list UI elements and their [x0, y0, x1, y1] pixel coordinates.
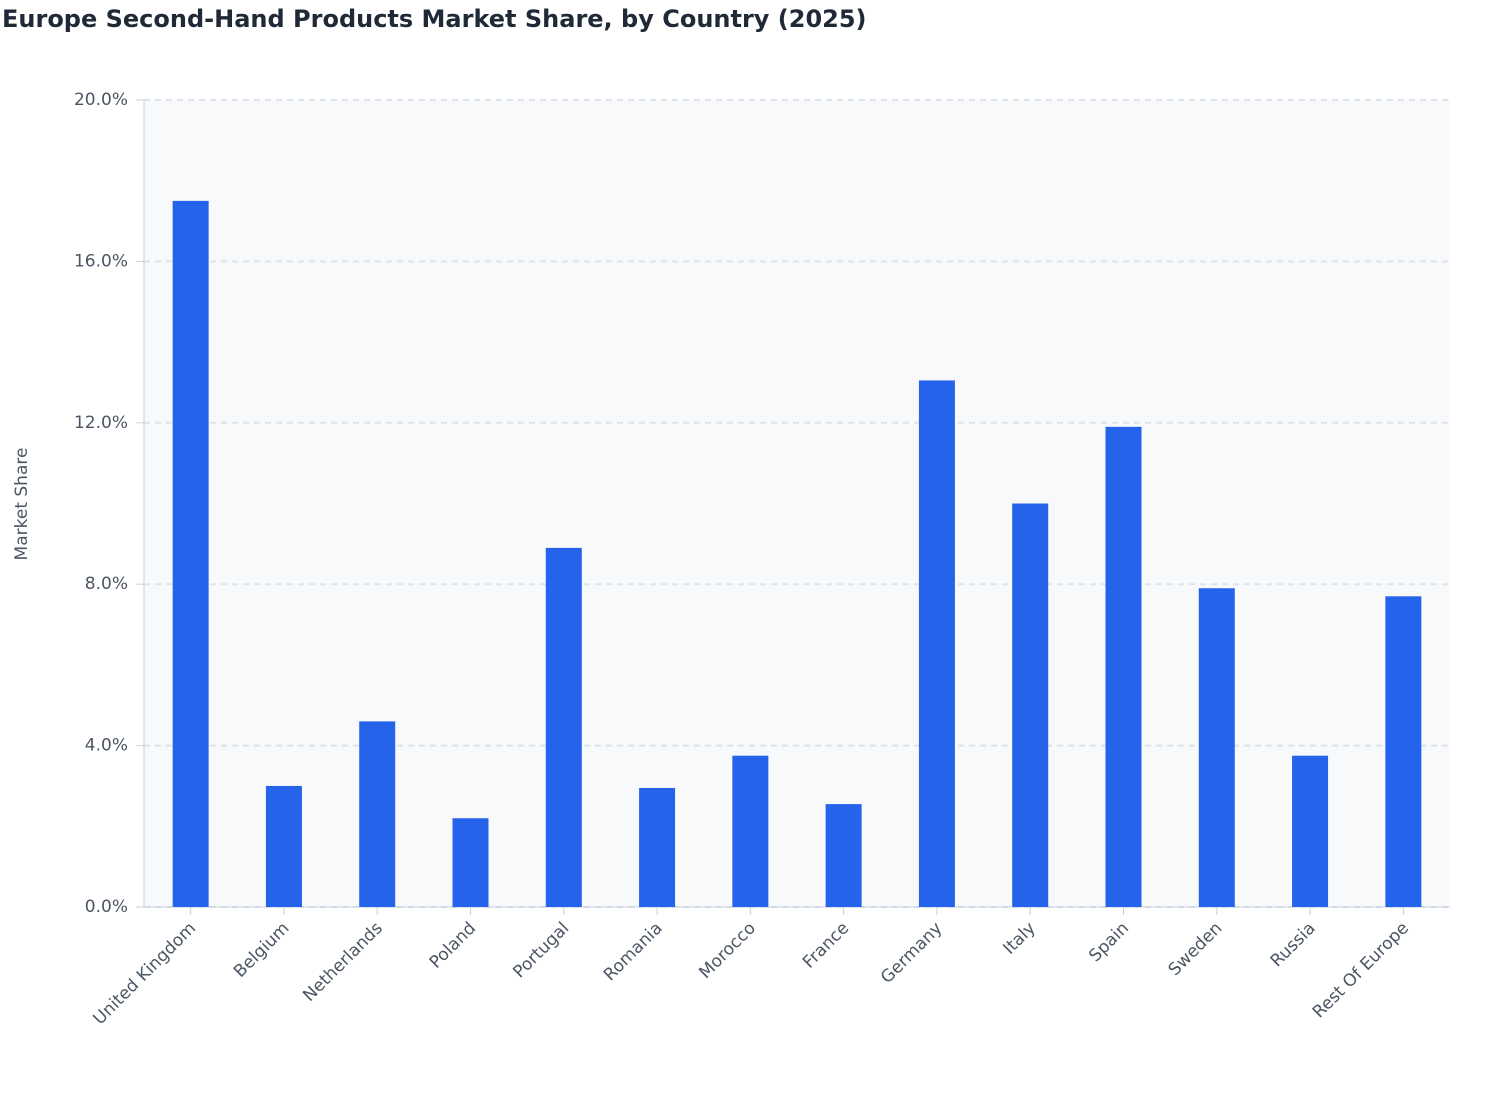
bar — [1385, 596, 1422, 907]
y-tick-label: 0.0% — [85, 897, 128, 917]
chart-title: Europe Second-Hand Products Market Share… — [2, 5, 867, 33]
bar — [172, 200, 209, 907]
x-tick-label: Rest Of Europe — [1309, 918, 1413, 1022]
y-tick-label: 12.0% — [74, 413, 128, 433]
bar — [1012, 503, 1049, 907]
bar — [545, 547, 582, 907]
bar — [918, 380, 955, 907]
x-tick-label: Sweden — [1165, 918, 1227, 980]
bar — [732, 755, 769, 907]
x-tick-label: United Kingdom — [90, 918, 201, 1029]
bar — [1105, 426, 1142, 907]
bar — [452, 818, 489, 907]
x-tick-label: Germany — [877, 918, 946, 987]
x-tick-label: Morocco — [695, 918, 759, 982]
x-tick-label: Netherlands — [299, 918, 387, 1006]
bar — [825, 804, 862, 907]
x-tick-label: Spain — [1085, 918, 1133, 966]
plot-background — [144, 100, 1450, 907]
y-tick-label: 20.0% — [74, 90, 128, 110]
bar — [265, 785, 302, 907]
x-tick-label: Poland — [426, 918, 480, 972]
bar — [1292, 755, 1329, 907]
y-tick-label: 16.0% — [74, 251, 128, 271]
y-axis-label: Market Share — [12, 448, 32, 561]
x-tick-label: France — [799, 918, 853, 972]
y-tick-label: 8.0% — [85, 574, 128, 594]
y-tick-label: 4.0% — [85, 736, 128, 756]
bar — [1198, 588, 1235, 907]
x-tick-label: Italy — [1000, 918, 1040, 958]
x-tick-label: Portugal — [509, 918, 573, 982]
x-tick-label: Russia — [1267, 918, 1320, 971]
x-tick-label: Romania — [600, 918, 667, 985]
bar — [359, 721, 396, 907]
x-tick-label: Belgium — [230, 918, 293, 981]
bar — [639, 787, 676, 907]
